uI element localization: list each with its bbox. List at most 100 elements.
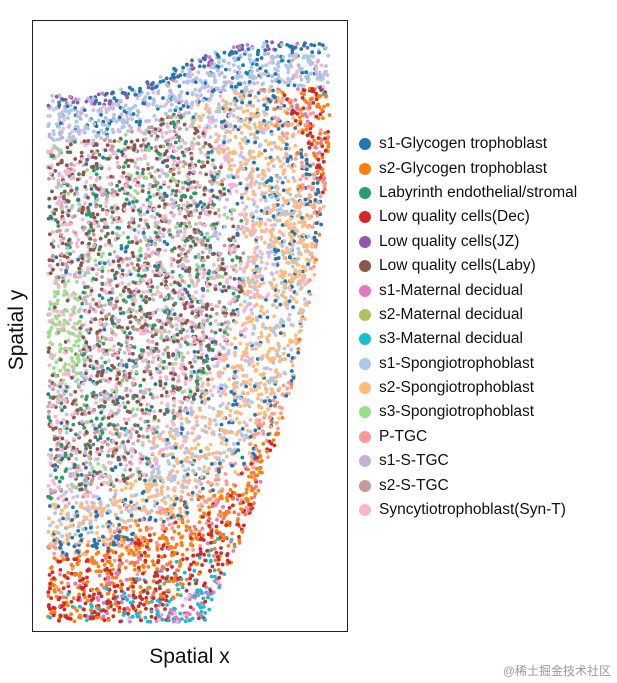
data-point [280,223,285,227]
data-point [88,358,93,363]
data-point [68,317,72,322]
data-point [233,135,238,140]
data-point [73,140,77,144]
data-point [93,435,98,440]
data-point [248,378,253,382]
data-point [315,59,320,64]
data-point [277,416,281,421]
data-point [150,599,154,604]
data-point [66,321,70,326]
data-point [68,393,73,397]
data-point [159,594,164,599]
data-point [124,577,129,582]
data-point [58,568,63,572]
data-point [272,443,277,448]
data-point [125,481,129,486]
data-point [195,611,200,616]
data-point [166,84,170,88]
data-point [60,508,64,513]
data-point [233,369,238,374]
data-point [174,193,178,198]
data-point [266,97,271,102]
data-point [228,275,233,280]
data-point [294,333,298,338]
data-point [108,301,113,306]
data-point [194,527,198,532]
data-point [46,529,51,534]
data-point [288,222,293,227]
data-point [63,372,68,376]
data-point [47,204,52,209]
data-point [266,162,271,167]
data-point [266,407,271,411]
data-point [172,502,177,507]
data-point [155,318,160,323]
data-point [279,101,284,105]
data-point [52,353,57,358]
data-point [282,103,287,108]
data-point [250,311,255,316]
data-point [97,152,102,157]
data-point [257,185,262,190]
data-point [131,254,136,259]
data-point [240,427,245,431]
data-point [259,260,264,264]
data-point [185,329,190,333]
data-point [169,282,173,287]
data-point [52,551,57,556]
data-point [183,226,187,231]
data-point [110,102,115,106]
data-point [236,244,241,249]
data-point [289,273,294,278]
data-point [46,452,51,457]
data-point [188,605,193,609]
data-point [122,350,127,355]
data-point [115,284,119,288]
data-point [213,558,218,563]
data-point [182,230,187,235]
data-point [119,150,124,154]
data-point [308,278,312,282]
data-point [120,488,124,492]
data-point [145,329,150,334]
data-point [273,67,277,71]
data-point [254,209,259,214]
data-point [58,347,63,351]
data-point [192,208,197,213]
data-point [292,239,296,244]
data-point [228,327,233,332]
data-point [89,374,94,379]
data-point [159,517,164,522]
data-point [237,541,242,545]
data-point [325,73,330,77]
data-point [228,130,233,135]
data-point [233,353,237,358]
data-point [291,242,295,247]
data-point [124,545,129,550]
data-point [175,411,180,416]
data-point [178,558,183,563]
data-point [243,162,248,166]
data-point [146,82,150,86]
data-point [88,118,93,123]
data-point [140,310,145,315]
data-point [123,486,128,491]
data-point [305,213,309,218]
data-point [156,221,160,225]
data-point [304,176,309,181]
data-point [109,278,113,283]
data-point [94,366,99,370]
data-point [108,537,113,541]
data-point [151,297,156,302]
data-point [146,162,150,167]
data-point [125,263,130,268]
data-point [211,163,216,168]
data-point [200,242,205,247]
data-point [227,67,232,72]
data-point [168,89,172,93]
data-point [194,222,199,227]
data-point [139,264,144,268]
data-point [82,273,87,277]
data-point [173,140,178,145]
data-point [138,213,143,217]
